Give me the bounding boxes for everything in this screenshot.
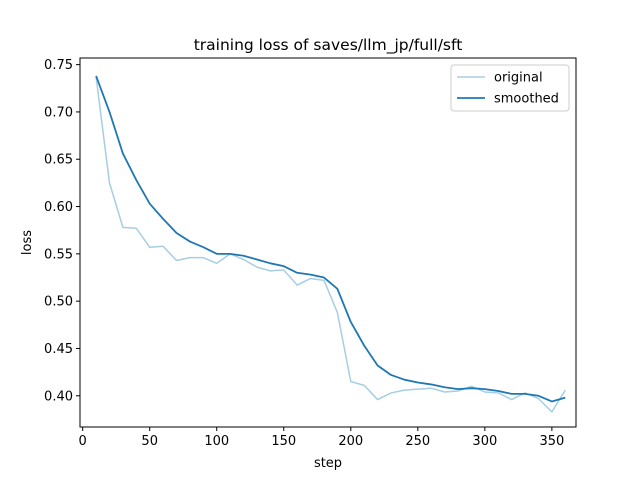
data-point-smoothed (176, 232, 178, 234)
legend-label-original: original (494, 71, 543, 86)
data-point-smoothed (202, 246, 204, 248)
data-point-original (256, 266, 258, 268)
data-point-original (404, 389, 406, 391)
y-tick-label: 0.55 (44, 247, 73, 262)
legend-label-smoothed: smoothed (494, 92, 559, 107)
data-point-original (149, 246, 151, 248)
data-point-original (310, 278, 312, 280)
plot-frame (79, 57, 577, 428)
data-point-smoothed (135, 179, 137, 181)
data-point-original (363, 384, 365, 386)
data-point-smoothed (551, 401, 553, 403)
data-point-smoothed (350, 321, 352, 323)
data-point-original (189, 257, 191, 259)
data-point-original (538, 398, 540, 400)
data-point-smoothed (430, 384, 432, 386)
y-tick-label: 0.75 (44, 58, 73, 73)
data-point-smoothed (162, 218, 164, 220)
data-point-original (497, 392, 499, 394)
data-point-smoothed (216, 253, 218, 255)
data-point-original (323, 279, 325, 281)
series-line-smoothed (95, 75, 566, 403)
legend: original smoothed (450, 64, 570, 112)
data-point-original (176, 260, 178, 262)
data-point-smoothed (283, 265, 285, 267)
y-tick-label: 0.70 (44, 105, 73, 120)
data-point-original (296, 284, 298, 286)
data-point-smoothed (390, 374, 392, 376)
data-point-smoothed (122, 153, 124, 155)
data-point-original (350, 381, 352, 383)
data-point-original (269, 270, 271, 272)
data-point-smoothed (296, 272, 298, 274)
data-point-smoothed (336, 288, 338, 290)
data-point-smoothed (363, 345, 365, 347)
data-point-original (511, 399, 513, 401)
data-point-smoothed (256, 259, 258, 261)
data-point-original (202, 257, 204, 259)
data-point-smoothed (269, 262, 271, 264)
y-tick-label: 0.50 (44, 295, 73, 310)
data-point-original (484, 391, 486, 393)
data-point-original (377, 399, 379, 401)
y-tick-label: 0.40 (44, 389, 73, 404)
data-point-smoothed (377, 365, 379, 367)
data-point-smoothed (471, 387, 473, 389)
x-tick-label: 200 (338, 434, 363, 449)
data-point-smoothed (404, 379, 406, 381)
data-point-original (471, 385, 473, 387)
data-point-smoothed (511, 393, 513, 395)
data-point-smoothed (109, 111, 111, 113)
data-point-smoothed (564, 397, 566, 399)
data-point-smoothed (484, 388, 486, 390)
data-point-original (336, 312, 338, 314)
x-tick-label: 150 (271, 434, 296, 449)
data-point-smoothed (524, 393, 526, 395)
x-tick-label: 300 (472, 434, 497, 449)
data-point-original (444, 391, 446, 393)
data-point-original (390, 392, 392, 394)
data-point-smoothed (229, 253, 231, 255)
data-point-smoothed (538, 395, 540, 397)
x-tick-label: 50 (141, 434, 158, 449)
data-point-original (135, 227, 137, 229)
series-line-original (95, 76, 566, 413)
x-tick-label: 350 (539, 434, 564, 449)
data-point-smoothed (189, 241, 191, 243)
data-point-original (162, 245, 164, 247)
x-axis-label: step (314, 456, 342, 471)
x-tick-label: 250 (405, 434, 430, 449)
data-point-smoothed (497, 390, 499, 392)
data-point-original (417, 388, 419, 390)
data-point-smoothed (95, 75, 97, 77)
data-point-original (283, 269, 285, 271)
data-point-smoothed (149, 203, 151, 205)
data-point-original (564, 389, 566, 391)
data-point-original (122, 226, 124, 228)
data-point-original (216, 262, 218, 264)
data-point-smoothed (444, 386, 446, 388)
data-point-smoothed (243, 255, 245, 257)
data-point-original (551, 411, 553, 413)
data-point-original (430, 387, 432, 389)
data-point-original (109, 182, 111, 184)
data-point-original (457, 390, 459, 392)
data-point-original (243, 259, 245, 261)
y-axis-label: loss (20, 230, 35, 255)
data-point-smoothed (310, 274, 312, 276)
y-tick-label: 0.45 (44, 342, 73, 357)
x-tick-label: 100 (204, 434, 229, 449)
data-point-smoothed (457, 388, 459, 390)
chart-title: training loss of saves/llm_jp/full/sft (194, 36, 463, 55)
data-point-smoothed (323, 277, 325, 279)
y-tick-label: 0.65 (44, 153, 73, 168)
x-tick-label: 0 (79, 434, 87, 449)
data-point-smoothed (417, 382, 419, 384)
y-tick-label: 0.60 (44, 200, 73, 215)
